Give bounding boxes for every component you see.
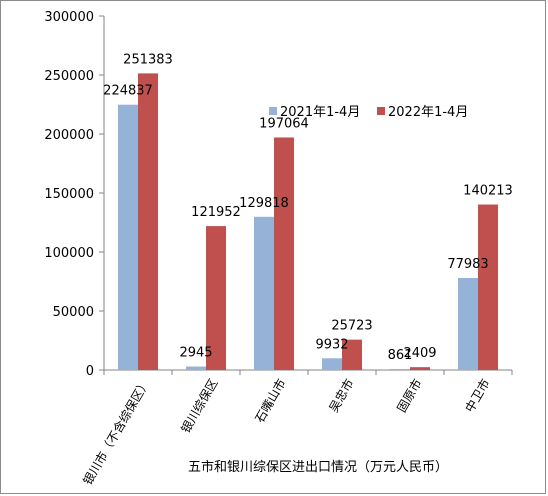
category-label: 固原市: [394, 376, 425, 415]
data-label: 25723: [331, 319, 372, 334]
y-tick-label: 100000: [44, 246, 94, 261]
chart-title: 五市和银川综保区进出口情况（万元人民币）: [188, 459, 448, 475]
legend-swatch: [269, 107, 277, 115]
bar: [274, 137, 294, 370]
legend-swatch: [377, 107, 385, 115]
bar: [390, 368, 410, 370]
bar: [186, 366, 206, 370]
bar: [138, 73, 158, 371]
bar: [478, 204, 498, 370]
data-label: 861: [388, 348, 413, 363]
bars: [118, 73, 498, 371]
y-tick-label: 250000: [44, 69, 94, 84]
y-tick-label: 50000: [53, 305, 94, 320]
bar: [254, 216, 274, 370]
bar: [458, 277, 478, 370]
data-label: 2409: [403, 346, 436, 361]
data-label: 251383: [123, 52, 173, 67]
bar: [342, 339, 362, 370]
y-tick-label: 150000: [44, 187, 94, 202]
data-label: 224837: [103, 84, 153, 99]
data-label: 197064: [259, 116, 309, 131]
y-tick-label: 200000: [44, 128, 94, 143]
axes: 0 50000 100000 150000 200000 250000 300000: [44, 10, 513, 379]
data-label: 9932: [315, 337, 348, 352]
legend-label: 2021年1-4月: [280, 105, 360, 120]
y-tick-label: 0: [86, 364, 94, 379]
data-label: 140213: [463, 184, 513, 199]
bar: [410, 367, 430, 370]
category-label: 银川综保区: [178, 377, 220, 436]
legend-label: 2022年1-4月: [388, 105, 468, 120]
data-label: 129818: [239, 196, 289, 211]
y-tick-label: 300000: [44, 10, 94, 25]
data-label: 77983: [447, 257, 488, 272]
category-label: 吴忠市: [326, 376, 357, 415]
category-label: 银川市（不含综保区）: [80, 376, 153, 487]
bar: [206, 226, 226, 370]
legend: 2021年1-4月 2022年1-4月: [269, 105, 468, 120]
category-label: 石嘴山市: [252, 376, 289, 425]
bar: [322, 358, 342, 370]
data-label: 121952: [191, 205, 241, 220]
data-label: 2945: [179, 346, 212, 361]
bar: [118, 104, 138, 371]
category-label: 中卫市: [462, 376, 493, 415]
